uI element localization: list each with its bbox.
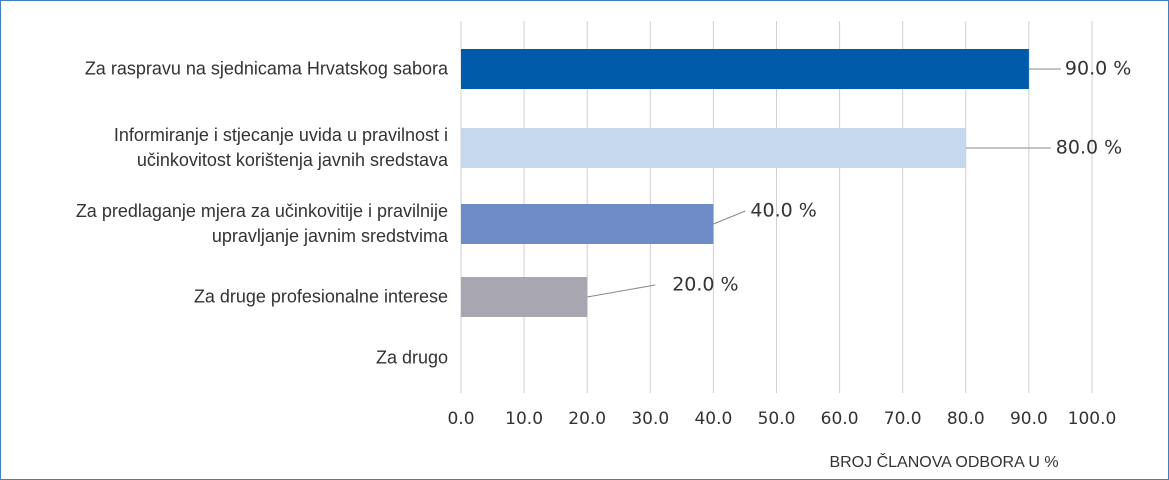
category-label: Za drugo [375,347,448,368]
value-label: 80.0 % [1056,137,1122,159]
leader-line [587,284,656,298]
value-label: 20.0 % [672,274,738,296]
x-tick-label: 10.0 [505,409,543,429]
x-tick-label: 0.0 [447,409,474,429]
x-axis-title: BROJ ČLANOVA ODBORA U % [829,452,1058,471]
x-tick-label: 100.0 [1068,409,1117,429]
category-label: Za raspravu na sjednicama Hrvatskog sabo… [84,58,448,79]
x-tick-label: 60.0 [821,409,859,429]
bar [461,204,714,244]
x-tick-label: 30.0 [631,409,669,429]
leader-line [713,210,746,225]
bar [461,277,588,317]
value-label: 90.0 % [1065,58,1131,80]
x-tick-label: 90.0 [1010,409,1048,429]
x-tick-label: 20.0 [568,409,606,429]
category-label: Za predlaganje mjera za učinkovitije i p… [75,201,448,246]
x-tick-label: 40.0 [694,409,732,429]
category-label: Za druge profesionalne interese [193,286,448,307]
category-label: Informiranje i stjecanje uvida u praviln… [113,125,448,170]
value-label: 40.0 % [750,200,816,222]
x-tick-label: 50.0 [758,409,796,429]
bar [461,128,966,168]
x-tick-label: 70.0 [884,409,922,429]
x-tick-label: 80.0 [947,409,985,429]
bar [461,49,1029,89]
